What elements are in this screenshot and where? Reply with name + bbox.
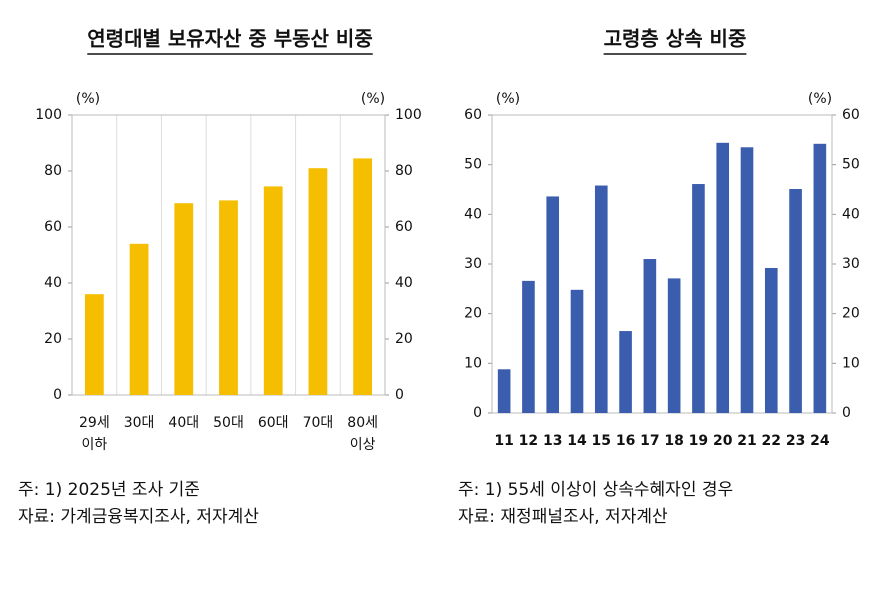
y2-tick-label: 20 (842, 306, 860, 322)
note: 주: 1) 2025년 조사 기준 (18, 480, 200, 500)
note: 자료: 재정패널조사, 저자계산 (458, 507, 668, 527)
bar (497, 369, 511, 413)
x-tick-label: 70대 (303, 415, 334, 431)
y-tick-label: 0 (53, 387, 62, 403)
y2-unit: (%) (808, 91, 832, 107)
x-tick-label: 18 (664, 433, 683, 449)
y2-tick-label: 30 (842, 256, 860, 272)
y2-tick-label: 100 (395, 107, 422, 123)
y2-tick-label: 60 (395, 219, 413, 235)
y-tick-label: 0 (473, 405, 482, 421)
plot-frame (491, 114, 833, 414)
x-tick-label: 22 (762, 433, 781, 449)
bar (129, 243, 149, 395)
y2-tick-label: 50 (842, 157, 860, 173)
bar (570, 289, 584, 413)
y2-tick-label: 0 (842, 405, 851, 421)
y-unit: (%) (76, 91, 100, 107)
x-tick-label: 24 (810, 433, 830, 449)
y-tick-label: 50 (464, 157, 482, 173)
bar (667, 278, 681, 413)
y2-tick-label: 40 (842, 206, 860, 222)
x-tick-label: 13 (543, 433, 562, 449)
y2-tick-label: 20 (395, 331, 413, 347)
bar (643, 259, 657, 413)
bar (594, 185, 608, 413)
chart-title: 연령대별 보유자산 중 부동산 비중 (87, 27, 372, 51)
x-tick-label: 21 (737, 433, 756, 449)
bar (813, 143, 827, 413)
chart-title: 고령층 상속 비중 (604, 27, 747, 51)
bar (308, 168, 328, 395)
x-tick-label: 12 (519, 433, 538, 449)
bar (219, 200, 238, 395)
bar (692, 184, 705, 413)
x-tick-label: 23 (786, 433, 805, 449)
y2-tick-label: 0 (395, 387, 404, 403)
y2-tick-label: 60 (842, 107, 860, 123)
x-tick-label: 29세 (79, 415, 110, 431)
x-tick-label: 40대 (168, 415, 199, 431)
bar (522, 280, 535, 413)
bar (789, 189, 802, 413)
x-tick-label: 11 (494, 433, 513, 449)
note: 주: 1) 55세 이상이 상속수혜자인 경우 (458, 480, 733, 500)
bar (619, 331, 632, 413)
y-tick-label: 20 (464, 306, 482, 322)
x-tick-label: 60대 (258, 415, 289, 431)
bar (353, 158, 373, 395)
bar (84, 294, 104, 395)
bar (740, 147, 754, 414)
x-tick-label: 17 (640, 433, 659, 449)
note: 자료: 가계금융복지조사, 저자계산 (18, 507, 259, 527)
y-tick-label: 30 (464, 256, 482, 272)
y2-tick-label: 40 (395, 275, 413, 291)
x-tick-label: 20 (713, 433, 733, 449)
x-tick-label: 14 (567, 433, 587, 449)
bar (174, 203, 194, 395)
y-tick-label: 60 (464, 107, 482, 123)
x-tick-label: 이상 (350, 437, 376, 453)
bar (764, 267, 778, 413)
bar (263, 186, 283, 395)
y-tick-label: 20 (44, 331, 62, 347)
y-unit: (%) (496, 91, 520, 107)
x-tick-label: 50대 (213, 415, 244, 431)
y2-tick-label: 80 (395, 163, 413, 179)
bar (716, 142, 730, 413)
x-tick-label: 16 (616, 433, 635, 449)
y-tick-label: 40 (464, 206, 482, 222)
x-tick-label: 15 (592, 433, 611, 449)
y-tick-label: 40 (44, 275, 62, 291)
y-tick-label: 100 (35, 107, 62, 123)
y-tick-label: 10 (464, 355, 482, 371)
x-tick-label: 30대 (124, 415, 155, 431)
x-tick-label: 80세 (347, 415, 378, 431)
y-tick-label: 60 (44, 219, 62, 235)
y2-unit: (%) (361, 91, 385, 107)
y2-tick-label: 10 (842, 355, 860, 371)
x-tick-label: 이하 (81, 437, 107, 453)
x-tick-label: 19 (689, 433, 708, 449)
bar (546, 196, 560, 413)
y-tick-label: 80 (44, 163, 62, 179)
